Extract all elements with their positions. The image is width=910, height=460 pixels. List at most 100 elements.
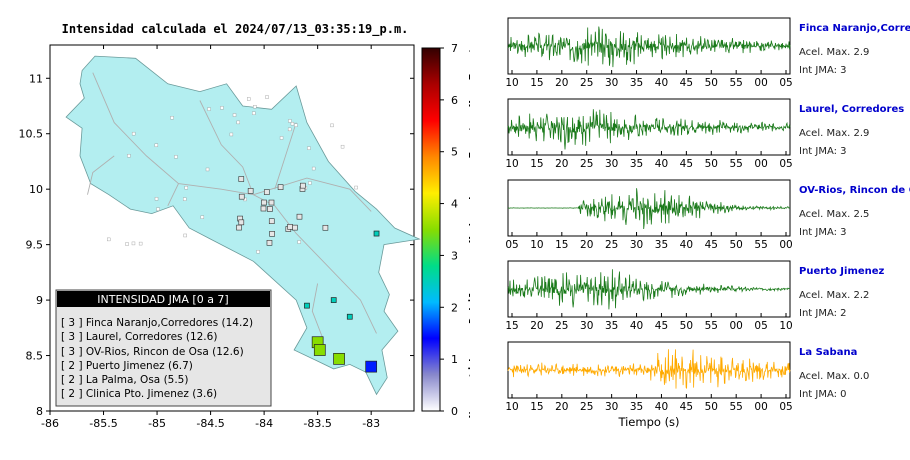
time-tick-label: 20 [530, 320, 543, 332]
time-tick-label: 20 [555, 158, 568, 170]
time-tick-label: 05 [779, 401, 792, 413]
station-marker-quiet [261, 199, 267, 206]
lon-tick-label: -83.5 [303, 417, 331, 430]
time-tick-label: 10 [505, 77, 518, 89]
town-dot [229, 132, 234, 137]
town-dot [207, 107, 211, 111]
town-dot [154, 143, 159, 147]
station-marker-quiet [260, 205, 267, 212]
time-tick-label: 55 [729, 401, 742, 413]
station-marker-quiet [266, 239, 273, 246]
map-title: Intensidad calculada el 2024/07/13_03:35… [61, 22, 409, 36]
colorbar-tick-label: 2 [451, 301, 458, 314]
time-tick-label: 25 [605, 239, 618, 251]
peak-acceleration: Acel. Max. 2.9 [799, 47, 870, 58]
lon-tick-label: -83 [362, 417, 380, 430]
legend-item: [ 3 ] OV-Rios, Rincon de Osa (12.6) [61, 346, 244, 358]
lat-tick-label: 8.5 [26, 350, 44, 363]
town-dot [220, 106, 224, 110]
land-layer [65, 55, 421, 396]
station-marker-quiet [322, 224, 329, 231]
legend-title: INTENSIDAD JMA [0 a 7] [97, 293, 228, 306]
jma-intensity: Int JMA: 3 [799, 146, 847, 157]
map-axes: -86 -85.5 -85 -84.5 -84 -83.5 -83 11 10.5 10 9.5 9 8… [19, 45, 414, 430]
time-tick-label: 20 [580, 239, 593, 251]
time-tick-label: 40 [630, 320, 643, 332]
town-dot [279, 136, 284, 140]
time-tick-label: 15 [530, 401, 543, 413]
time-tick-label: 10 [779, 320, 792, 332]
road-line [87, 155, 115, 195]
lat-tick-label: 10.5 [19, 128, 44, 141]
station-name: Finca Naranjo,Corredor [799, 23, 910, 34]
time-tick-label: 30 [605, 401, 618, 413]
intensity-category-label: No sentido [467, 352, 470, 419]
colorbar-tick-label: 1 [451, 353, 458, 366]
time-tick-label: 50 [705, 77, 718, 89]
station-marker-quiet [236, 224, 242, 231]
station-marker-quiet [269, 231, 275, 237]
waveform-line [507, 26, 791, 68]
time-tick-label: 05 [779, 77, 792, 89]
time-tick-label: 30 [630, 239, 643, 251]
town-dot [252, 111, 256, 115]
towns-layer [107, 95, 358, 254]
station-marker-quiet [267, 206, 273, 212]
legend-item: [ 3 ] Laurel, Corredores (12.6) [61, 331, 217, 343]
town-dot [354, 185, 358, 190]
time-tick-label: 15 [530, 77, 543, 89]
town-dot [330, 123, 334, 128]
town-dot [287, 127, 292, 132]
lon-tick-label: -85 [148, 417, 166, 430]
station-name: Puerto Jimenez [799, 266, 885, 277]
town-dot [127, 154, 131, 158]
time-tick-label: 45 [680, 158, 693, 170]
peak-acceleration: Acel. Max. 0.0 [799, 371, 870, 382]
time-tick-label: 50 [705, 401, 718, 413]
town-dot [340, 144, 345, 149]
station-marker-quiet [238, 193, 245, 200]
time-tick-label: 40 [655, 401, 668, 413]
colorbar-tick-label: 3 [451, 249, 458, 262]
station-name: OV-Rios, Rincon de Os [799, 185, 910, 196]
station-marker [313, 344, 326, 356]
time-tick-label: 50 [705, 158, 718, 170]
jma-intensity: Int JMA: 3 [799, 227, 847, 238]
intensity-legend: INTENSIDAD JMA [0 a 7] [ 3 ] Finca Naran… [55, 289, 272, 407]
time-tick-label: 25 [580, 77, 593, 89]
time-tick-label: 55 [705, 320, 718, 332]
town-dot [297, 240, 301, 244]
time-tick-label: 40 [680, 239, 693, 251]
colorbar-tick-label: 7 [451, 42, 458, 55]
intensity-category-label: Fuerte [467, 119, 470, 159]
lat-tick-label: 10 [29, 183, 43, 196]
intensity-category-label: Moderado [467, 190, 470, 243]
lat-tick-label: 8 [36, 405, 43, 418]
town-dot [256, 250, 260, 254]
time-tick-label: 30 [605, 158, 618, 170]
time-tick-label: 10 [505, 158, 518, 170]
town-dot [290, 121, 295, 126]
town-dot [294, 123, 298, 127]
time-tick-label: 45 [655, 320, 668, 332]
time-tick-label: 30 [580, 320, 593, 332]
jma-intensity: Int JMA: 3 [799, 65, 847, 76]
time-tick-label: 25 [555, 320, 568, 332]
time-tick-label: 35 [630, 77, 643, 89]
lat-tick-label: 11 [29, 72, 43, 85]
legend-item: [ 2 ] Clinica Pto. Jimenez (3.6) [61, 388, 217, 400]
lon-tick-label: -84 [255, 417, 273, 430]
station-marker-quiet [292, 224, 298, 231]
colorbar-categories: No sentido Debil Moderado Fuerte Muy Fuerte [467, 40, 470, 418]
town-dot [174, 155, 178, 159]
lon-tick-label: -86 [41, 417, 59, 430]
town-dot [131, 131, 136, 136]
intensity-map: -86 -85.5 -85 -84.5 -84 -83.5 -831110.5109.598… [19, 40, 471, 430]
seismogram-panel: 10 15 20 25 30 35 40 45 50 55 00 05 10 15 20 25 30 35 40 45… [505, 17, 793, 429]
legend-item: [ 2 ] La Palma, Osa (5.5) [61, 374, 188, 386]
time-tick-label: 35 [605, 320, 618, 332]
station-marker [373, 230, 380, 237]
station-name: Laurel, Corredores [799, 104, 905, 115]
station-marker-quiet [296, 213, 303, 220]
